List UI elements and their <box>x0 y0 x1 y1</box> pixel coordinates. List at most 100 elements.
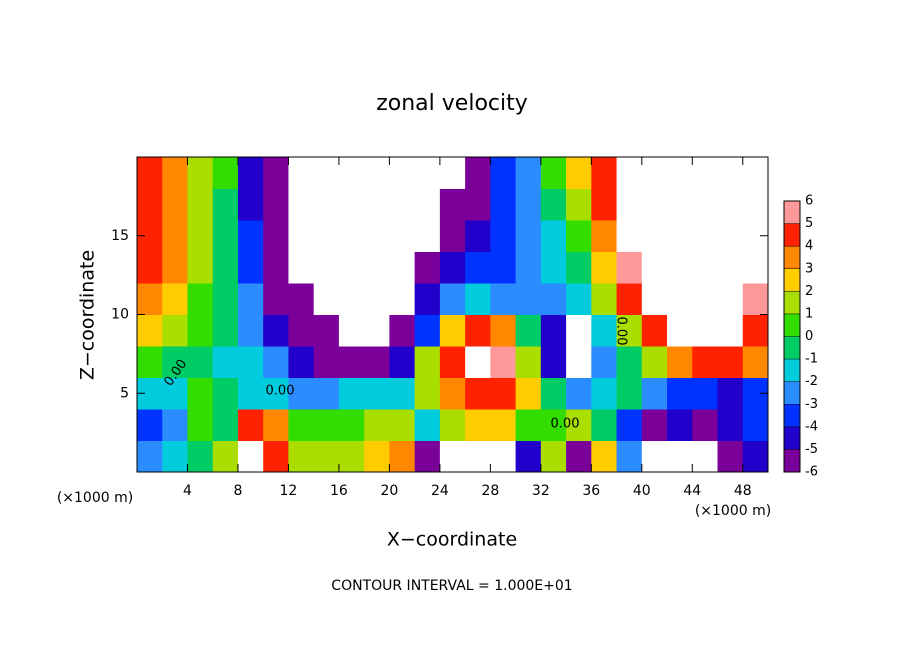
cell <box>742 251 769 284</box>
cell <box>490 314 517 347</box>
cell <box>313 377 340 410</box>
x-tick-label: 36 <box>582 483 600 499</box>
cell <box>187 377 214 410</box>
cell <box>313 440 340 473</box>
cell <box>212 377 239 410</box>
cell <box>439 346 466 378</box>
colorbar-label: -1 <box>805 352 818 367</box>
cell <box>667 314 693 347</box>
cell <box>465 440 491 473</box>
cell <box>313 283 340 315</box>
x-tick-label: 40 <box>633 483 651 499</box>
cell <box>641 409 668 441</box>
cell <box>187 409 214 441</box>
cell <box>187 283 214 315</box>
cell <box>414 346 441 378</box>
colorbar-band <box>784 404 800 427</box>
cell <box>439 314 466 347</box>
cell <box>742 409 769 441</box>
cell <box>237 251 264 284</box>
cell <box>616 346 643 378</box>
cell <box>162 377 188 410</box>
cell <box>263 157 289 189</box>
chart-title: zonal velocity <box>376 91 528 116</box>
cell <box>338 251 365 284</box>
cell <box>742 314 769 347</box>
unit-label: (×1000 m) <box>57 490 133 506</box>
cell <box>742 440 769 473</box>
cell <box>667 346 693 378</box>
cell <box>338 157 365 189</box>
cell <box>616 251 643 284</box>
cell <box>137 440 163 473</box>
cell <box>515 409 542 441</box>
x-tick-label: 16 <box>330 483 348 499</box>
x-tick-label: 44 <box>683 483 701 499</box>
cell <box>288 314 315 347</box>
cell <box>137 188 163 221</box>
cell <box>137 314 163 347</box>
cell <box>414 251 441 284</box>
cell <box>389 314 416 347</box>
cell <box>717 251 744 284</box>
cell <box>187 346 214 378</box>
cell <box>338 440 365 473</box>
colorbar-label: -4 <box>805 419 818 434</box>
cell <box>288 157 315 189</box>
cell <box>212 314 239 347</box>
colorbar-band <box>784 313 800 337</box>
colorbar-band <box>784 426 800 450</box>
colorbar-band <box>784 381 800 405</box>
cell <box>263 314 289 347</box>
cell <box>490 220 517 252</box>
cell <box>465 377 491 410</box>
cell <box>288 188 315 221</box>
cell <box>692 188 719 221</box>
cell <box>667 220 693 252</box>
cell <box>187 157 214 189</box>
cell <box>212 346 239 378</box>
cell <box>465 314 491 347</box>
cell <box>465 251 491 284</box>
cell <box>490 377 517 410</box>
cell <box>187 220 214 252</box>
cell <box>566 283 592 315</box>
cell <box>237 157 264 189</box>
cell <box>162 346 188 378</box>
cell <box>591 188 618 221</box>
cell <box>641 220 668 252</box>
cell <box>338 283 365 315</box>
colorbar-label: -5 <box>805 442 818 457</box>
colorbar-label: 3 <box>805 261 813 276</box>
cell <box>490 283 517 315</box>
cell <box>616 314 643 347</box>
cell <box>717 346 744 378</box>
cell <box>237 314 264 347</box>
cell <box>162 157 188 189</box>
cell <box>439 251 466 284</box>
cell <box>742 188 769 221</box>
cell <box>591 377 618 410</box>
cell <box>717 220 744 252</box>
cell <box>717 377 744 410</box>
cell <box>717 440 744 473</box>
y-axis-label: Z−coordinate <box>77 250 99 380</box>
cell <box>237 188 264 221</box>
cell <box>742 283 769 315</box>
cell <box>465 220 491 252</box>
cell <box>692 409 719 441</box>
cell <box>591 440 618 473</box>
x-axis-label: X−coordinate <box>387 529 517 551</box>
cell <box>364 157 390 189</box>
cell <box>137 157 163 189</box>
cell <box>313 251 340 284</box>
cell <box>137 409 163 441</box>
cell <box>338 409 365 441</box>
cell <box>667 440 693 473</box>
cell <box>439 220 466 252</box>
cell <box>490 251 517 284</box>
cell <box>364 314 390 347</box>
cell <box>667 377 693 410</box>
cell <box>389 440 416 473</box>
cell <box>414 220 441 252</box>
